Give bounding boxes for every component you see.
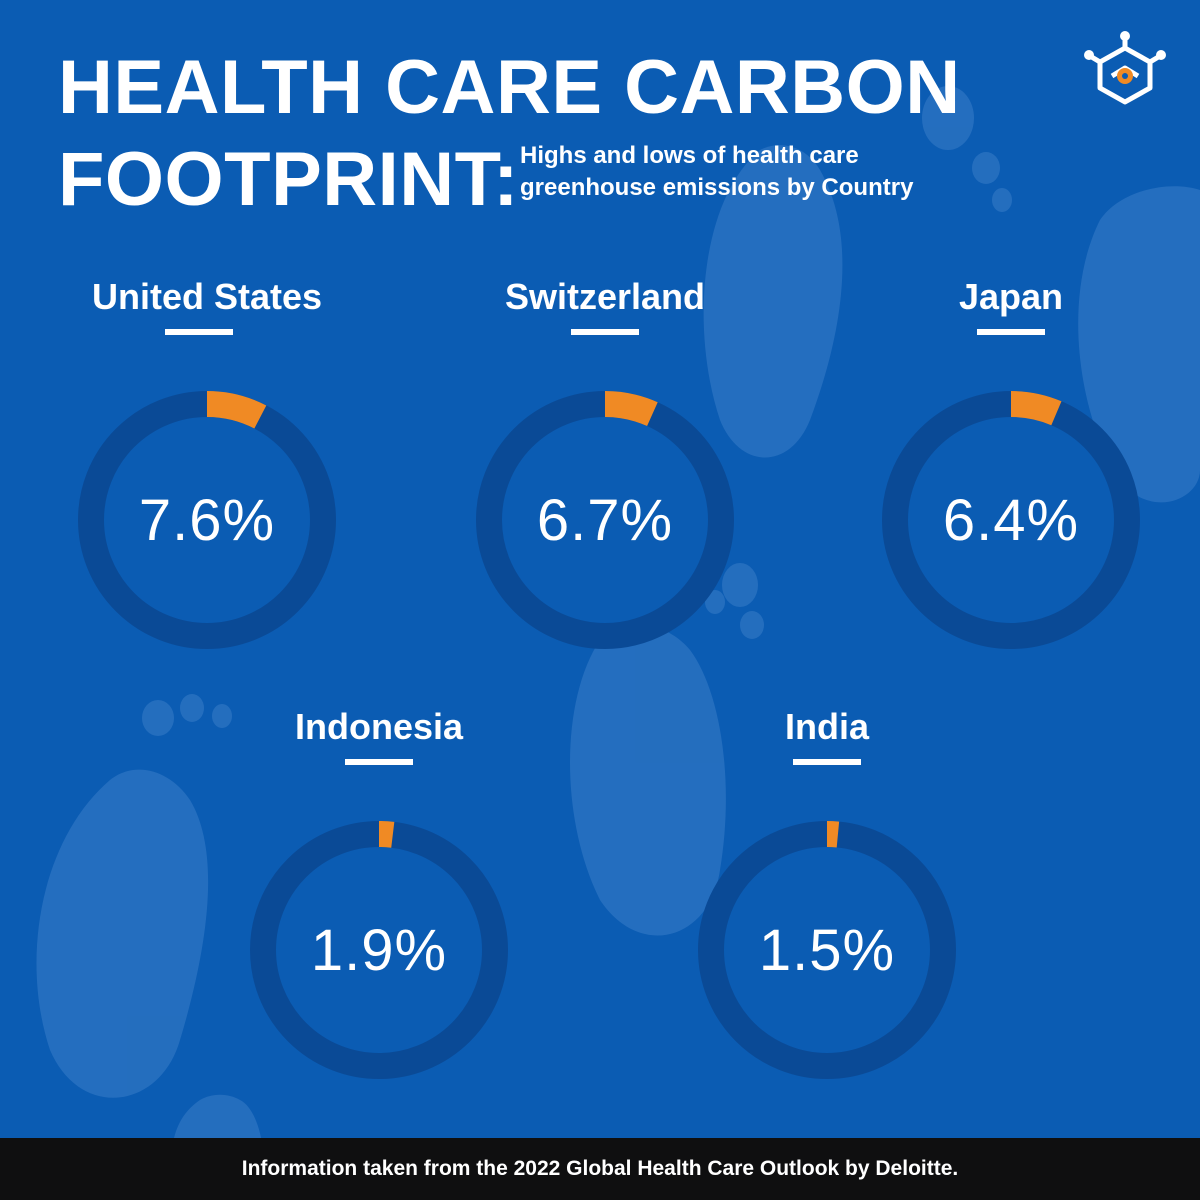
donut-svg (250, 821, 508, 1079)
page-title: HEALTH CARE CARBON FOOTPRINT: (58, 42, 961, 226)
donut-slice-japan (882, 391, 1140, 649)
country-label: India (784, 706, 869, 747)
footprint-bottom-left (36, 769, 209, 1098)
country-label: Indonesia (294, 706, 464, 747)
donut-svg (78, 391, 336, 649)
value-label: 1.9% (310, 917, 448, 983)
country-label: Japan (958, 276, 1064, 317)
donut-chart: 7.6% (77, 390, 337, 650)
country-label: Switzerland (504, 276, 706, 317)
donut-slice-united-states (78, 391, 336, 649)
donut-chart: 1.5% (697, 820, 957, 1080)
value-label: 6.4% (942, 487, 1080, 553)
footprint-top-right (703, 145, 843, 458)
donut-slice-india (698, 821, 956, 1079)
title-line-1: HEALTH CARE CARBON (58, 45, 961, 130)
title-line-2: FOOTPRINT: (58, 137, 519, 222)
value-label: 6.7% (536, 487, 674, 553)
footprint-right-edge (1078, 186, 1200, 503)
country-underline (977, 329, 1045, 335)
country-underline (165, 329, 233, 335)
donut-slice-switzerland (476, 391, 734, 649)
donut-slice-indonesia (250, 821, 508, 1079)
footprint-middle (570, 623, 726, 936)
donut-chart: 1.9% (249, 820, 509, 1080)
donut-svg (476, 391, 734, 649)
country-label: United States (91, 276, 323, 317)
country-underline (793, 759, 861, 765)
donut-chart: 6.4% (881, 390, 1141, 650)
value-label: 7.6% (138, 487, 276, 553)
donut-chart: 6.7% (475, 390, 735, 650)
footer-bar: Information taken from the 2022 Global H… (0, 1138, 1200, 1200)
donut-svg (882, 391, 1140, 649)
value-label: 1.5% (758, 917, 896, 983)
country-underline (345, 759, 413, 765)
subtitle: Highs and lows of health care greenhouse… (520, 142, 914, 201)
footer-source-text: Information taken from the 2022 Global H… (241, 1157, 959, 1180)
brand-logo-icon (1084, 31, 1166, 105)
country-underline (571, 329, 639, 335)
donut-svg (698, 821, 956, 1079)
